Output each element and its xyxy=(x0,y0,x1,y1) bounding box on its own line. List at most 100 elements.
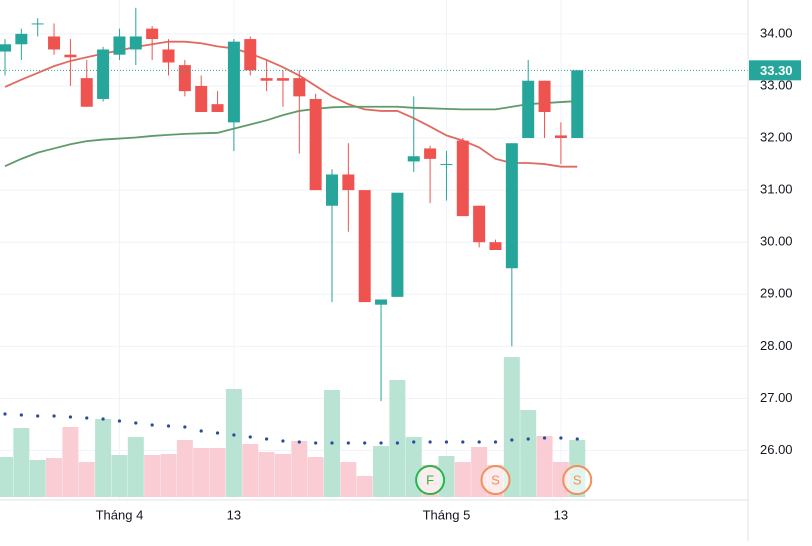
volume-ma-dot xyxy=(265,437,269,441)
x-tick-label: 13 xyxy=(554,507,568,522)
volume-ma-dot xyxy=(215,431,220,435)
volume-bar xyxy=(13,428,30,497)
volume-bar xyxy=(520,410,537,497)
volume-bar xyxy=(536,436,553,497)
event-badge: S xyxy=(480,465,511,495)
last-price-box xyxy=(749,60,801,81)
volume-ma-dot xyxy=(526,437,530,441)
volume-ma-dot xyxy=(134,421,138,425)
volume-ma-dot xyxy=(575,437,579,441)
volume-bar xyxy=(46,458,63,497)
event-circle xyxy=(480,465,511,495)
candle-body xyxy=(244,39,257,71)
candle-body xyxy=(195,85,208,112)
volume-bar xyxy=(274,454,291,497)
candle-body xyxy=(424,148,437,159)
volume-ma-dot xyxy=(428,440,432,444)
event-label: S xyxy=(491,472,500,487)
y-tick-label: 29.00 xyxy=(760,286,793,301)
last-price-label: 33.30 xyxy=(760,63,793,78)
y-tick-label: 34.00 xyxy=(760,25,793,40)
candle-body xyxy=(375,299,388,305)
x-tick-label: Tháng 5 xyxy=(423,507,471,522)
volume-ma-dot xyxy=(314,441,318,445)
volume-ma-dot xyxy=(281,439,285,443)
candle-body xyxy=(146,28,159,40)
volume-ma-dot xyxy=(493,440,498,444)
event-circle xyxy=(562,465,593,495)
volume-ma-dot xyxy=(150,423,154,427)
volume-bar xyxy=(291,441,308,497)
volume-ma-dot xyxy=(19,413,23,417)
volume-ma-dot xyxy=(412,440,416,444)
event-badge: S xyxy=(562,465,593,495)
volume-bar xyxy=(0,457,13,497)
volume-ma-dot xyxy=(52,414,56,418)
candle-body xyxy=(326,174,338,206)
event-badge: F xyxy=(415,465,446,495)
candle-body xyxy=(48,36,61,50)
volume-ma-dot xyxy=(36,414,40,418)
candle-body xyxy=(129,36,142,50)
volume-ma-dot xyxy=(117,419,122,423)
volume-ma-dot xyxy=(68,415,72,419)
candle-body xyxy=(456,140,469,217)
volume-bar xyxy=(307,457,324,497)
volume-ma-dot xyxy=(559,436,563,440)
volume-bar xyxy=(340,462,357,497)
volume-ma-dot xyxy=(444,440,449,444)
candle-body xyxy=(342,174,355,191)
volume-ma-dot xyxy=(477,440,481,444)
candle-body xyxy=(64,54,77,58)
volume-ma-dot xyxy=(542,436,547,440)
y-tick-label: 30.00 xyxy=(760,234,793,249)
volume-ma-dot xyxy=(330,441,334,445)
candle-body xyxy=(113,36,126,55)
candle-body xyxy=(473,205,486,243)
event-circle xyxy=(415,465,446,495)
volume-bar xyxy=(258,452,275,497)
volume-bar xyxy=(454,462,471,497)
event-label: F xyxy=(426,472,434,487)
volume-bar xyxy=(127,437,144,497)
volume-ma-dot xyxy=(461,440,465,444)
y-tick-label: 26.00 xyxy=(760,442,793,457)
candle-body xyxy=(571,70,584,139)
axis-background xyxy=(748,0,812,541)
candle-body xyxy=(309,98,322,191)
volume-ma-dot xyxy=(395,441,399,445)
candle-body xyxy=(440,164,453,166)
candle-body xyxy=(178,65,191,92)
event-label: S xyxy=(573,472,582,487)
volume-ma-dot xyxy=(297,440,301,444)
volume-bar xyxy=(193,448,210,497)
candle-body xyxy=(0,44,11,52)
volume-bar xyxy=(373,446,390,497)
candle-body xyxy=(554,135,567,139)
candle-body xyxy=(522,80,535,139)
candle-body xyxy=(227,41,240,123)
volume-ma-dot xyxy=(363,441,367,445)
y-tick-label: 28.00 xyxy=(760,338,793,353)
candle-body xyxy=(260,78,273,81)
volume-ma-dot xyxy=(232,433,236,437)
y-tick-label: 32.00 xyxy=(760,129,793,144)
volume-ma-dot xyxy=(379,441,383,445)
candle-body xyxy=(407,156,420,162)
candle-body xyxy=(80,78,93,107)
y-tick-label: 27.00 xyxy=(760,390,793,405)
candle-body xyxy=(538,80,551,112)
candle-body xyxy=(489,242,502,250)
volume-ma-dot xyxy=(101,417,105,421)
volume-ma-dot xyxy=(85,416,89,420)
volume-bar xyxy=(29,460,46,497)
candle-body xyxy=(97,49,110,99)
y-tick-label: 31.00 xyxy=(760,182,793,197)
volume-bar xyxy=(160,454,177,497)
volume-ma-dot xyxy=(248,435,252,439)
volume-bar xyxy=(503,357,520,497)
x-tick-label: 13 xyxy=(227,507,241,522)
candle-body xyxy=(505,143,518,269)
